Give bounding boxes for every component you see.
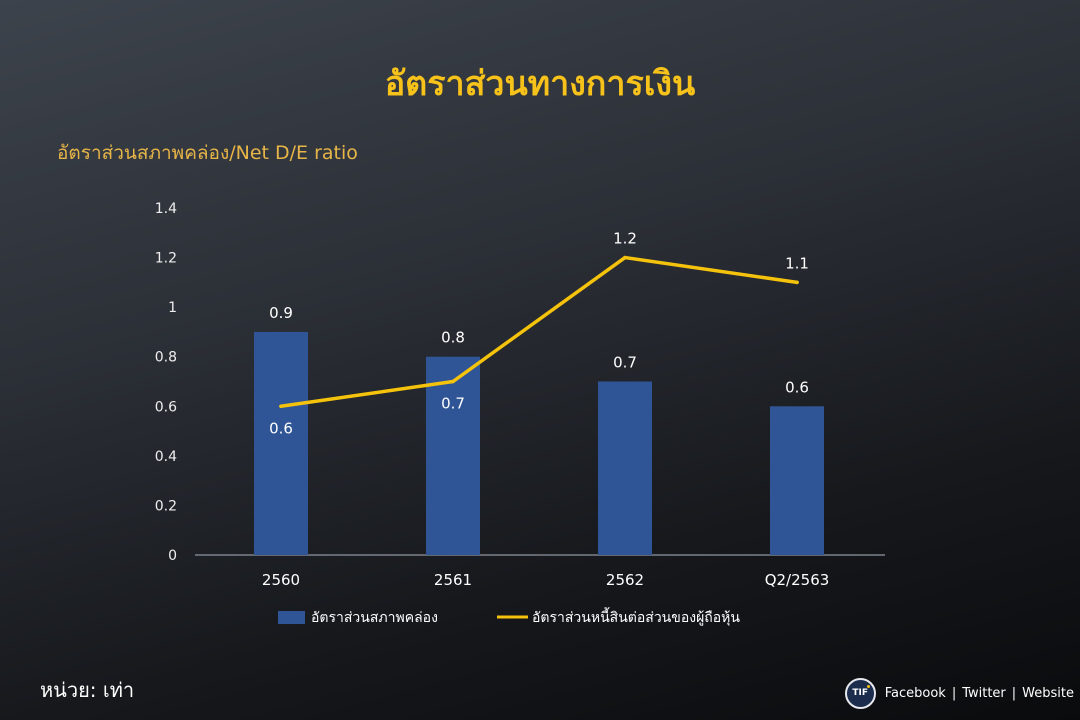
y-tick-label: 0.4 [155, 449, 177, 465]
footer-link-facebook: Facebook [884, 685, 946, 701]
x-tick-label: Q2/2563 [765, 571, 830, 589]
x-tick-label: 2562 [606, 571, 644, 589]
footer-separator: | [1011, 685, 1017, 701]
footer-separator: | [951, 685, 957, 701]
bar [770, 406, 824, 555]
line-data-label: 1.2 [613, 230, 637, 248]
legend-label-line: อัตราส่วนหนี้สินต่อส่วนของผู้ถือหุ้น [532, 607, 740, 626]
bar [426, 356, 480, 555]
y-tick-label: 1.2 [155, 251, 177, 267]
slide-title: อัตราส่วนทางการเงิน [384, 64, 696, 104]
y-tick-label: 1.4 [155, 201, 177, 217]
logo-text: TIF [852, 688, 869, 698]
x-tick-label: 2561 [434, 571, 472, 589]
line-point [795, 280, 799, 285]
x-axis: 2560 2561 2562 Q2/2563 [195, 554, 885, 589]
legend-swatch-bar [278, 611, 305, 624]
bar [254, 331, 308, 555]
line-series [279, 255, 799, 409]
y-tick-label: 0.2 [155, 498, 177, 514]
footer-link-website: Website [1022, 685, 1074, 701]
chart-title: อัตราส่วนสภาพคล่อง/Net D/E ratio [57, 142, 358, 164]
line-data-label: 0.7 [441, 395, 465, 413]
bar-data-labels: 0.9 0.8 0.7 0.6 [269, 304, 809, 396]
bar-data-label: 0.7 [613, 354, 637, 372]
logo-mark-icon [866, 684, 870, 688]
footer: TIF Facebook | Twitter | Website [844, 677, 1074, 709]
line-data-label: 0.6 [269, 419, 293, 437]
y-tick-label: 0.8 [155, 350, 177, 366]
bar-series [254, 331, 824, 555]
y-tick-label: 0.6 [155, 399, 177, 415]
bar [598, 381, 652, 555]
unit-note: หน่วย: เท่า [40, 678, 135, 702]
line-point [623, 255, 627, 260]
x-tick-label: 2560 [262, 571, 300, 589]
line-point [451, 379, 455, 384]
line-point [279, 404, 283, 409]
bar-data-label: 0.9 [269, 304, 293, 322]
bar-data-label: 0.8 [441, 329, 465, 347]
footer-link-twitter: Twitter [962, 685, 1006, 701]
legend: อัตราส่วนสภาพคล่อง อัตราส่วนหนี้สินต่อส่ว… [278, 607, 740, 626]
line-series-group [279, 255, 799, 409]
legend-label-bar: อัตราส่วนสภาพคล่อง [311, 610, 438, 626]
y-tick-label: 1 [168, 300, 177, 316]
y-tick-label: 0 [168, 548, 177, 564]
line-data-labels: 0.6 0.7 1.2 1.1 [269, 230, 809, 438]
bar-data-label: 0.6 [785, 378, 809, 396]
tif-logo: TIF [844, 677, 876, 709]
line-data-label: 1.1 [785, 254, 809, 272]
y-axis: 0 0.2 0.4 0.6 0.8 1 1.2 1.4 [155, 201, 177, 564]
